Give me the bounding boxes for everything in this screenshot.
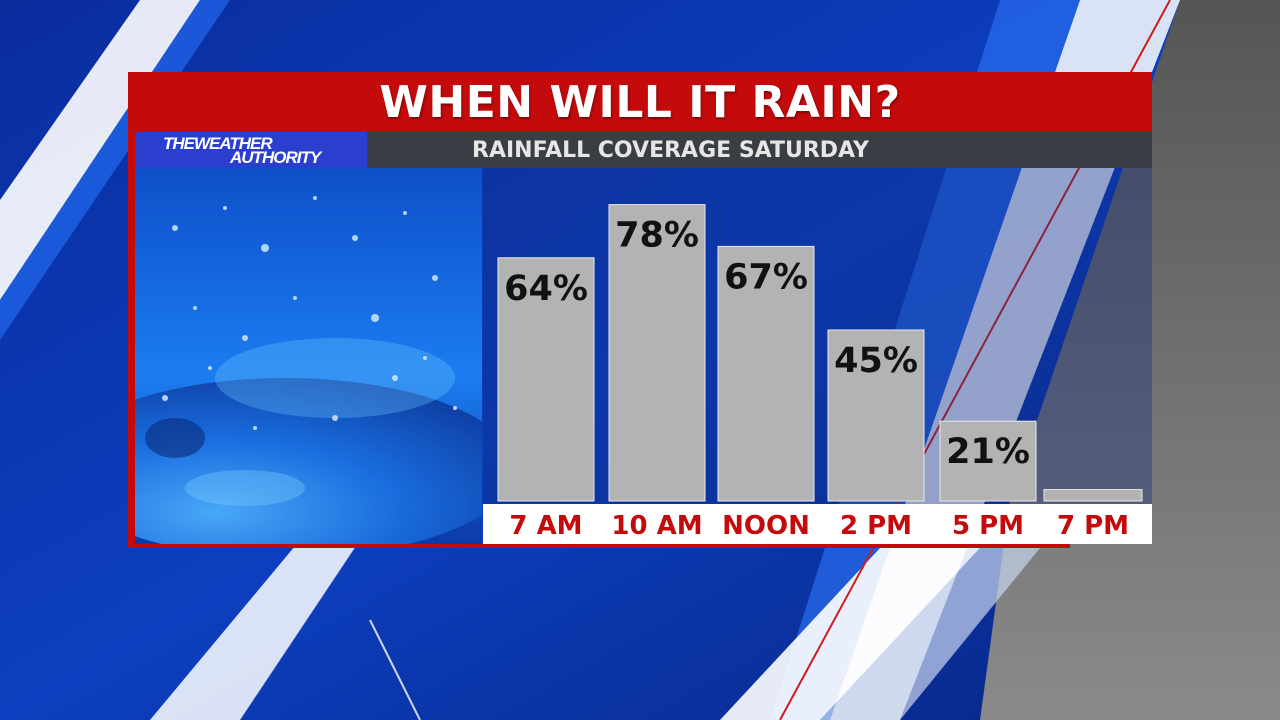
rain-splash-image: [135, 168, 482, 544]
category-label: 2 PM: [840, 511, 912, 541]
graphic-panel: WHEN WILL IT RAIN? THEWEATHER AUTHORITY …: [128, 72, 1152, 548]
bar-noon: [717, 245, 815, 502]
bar-value-label: 64%: [504, 269, 588, 309]
category-label: 7 PM: [1057, 511, 1129, 541]
bar-value-label: 21%: [946, 432, 1030, 472]
category-label: NOON: [722, 511, 810, 541]
bar-5-pm: [939, 420, 1037, 502]
bar-10-am: [608, 204, 706, 502]
logo-line-2: AUTHORITY: [230, 148, 321, 167]
chart-subtitle: RAINFALL COVERAGE SATURDAY: [472, 137, 869, 163]
category-label: 5 PM: [952, 511, 1024, 541]
title-bar: WHEN WILL IT RAIN?: [128, 72, 1152, 132]
logo-line-1: THEWEATHER: [163, 134, 273, 153]
bar-7-pm: [1043, 489, 1143, 502]
category-strip: [483, 504, 1152, 544]
bar-value-label: 67%: [724, 257, 808, 297]
left-border: [128, 132, 135, 548]
page-title: WHEN WILL IT RAIN?: [379, 76, 901, 128]
bar-7-am: [497, 257, 595, 502]
bar-2-pm: [827, 329, 925, 502]
category-label: 7 AM: [509, 511, 582, 541]
bottom-border: [128, 544, 1070, 548]
category-label: 10 AM: [611, 511, 702, 541]
subtitle-bar: RAINFALL COVERAGE SATURDAY: [367, 132, 1152, 168]
station-logo: THEWEATHER AUTHORITY: [135, 132, 367, 168]
bar-value-label: 78%: [615, 216, 699, 256]
bar-value-label: 45%: [834, 341, 918, 381]
